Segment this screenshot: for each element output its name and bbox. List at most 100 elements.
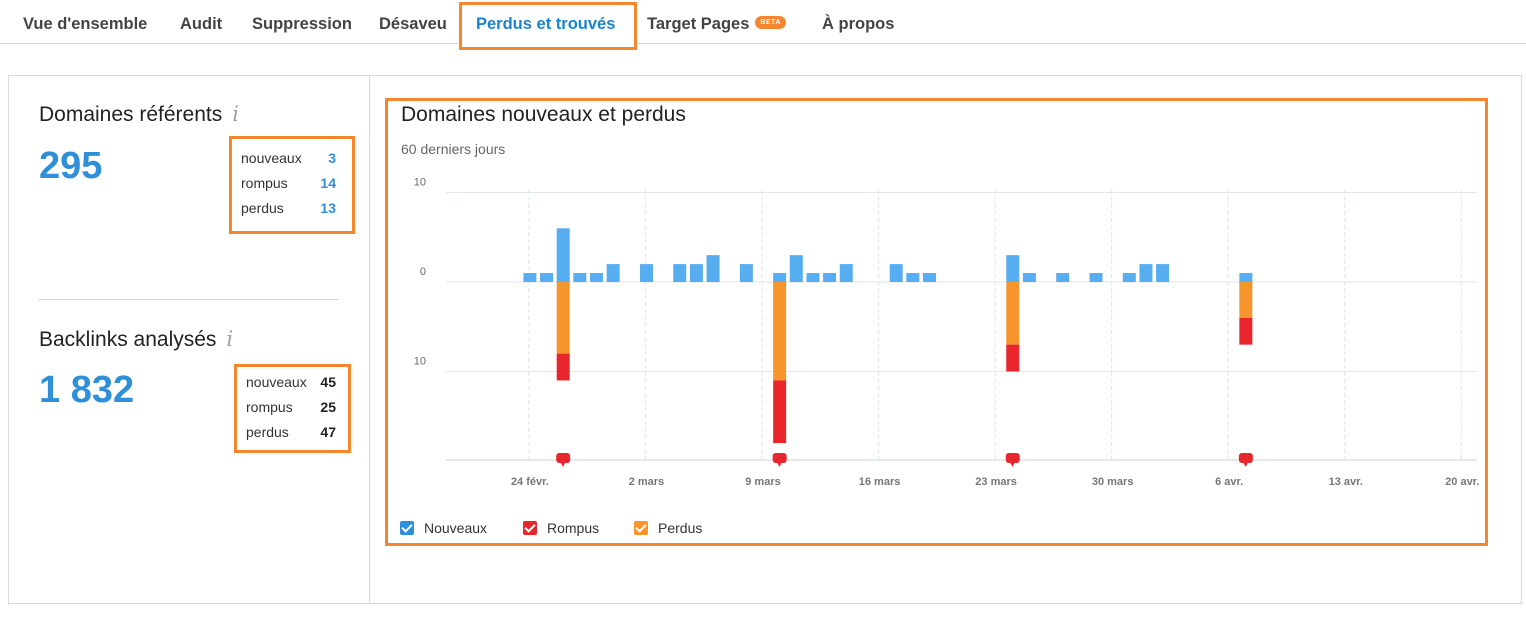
tab-target-pages-label: Target Pages (647, 15, 750, 33)
x-tick-label: 16 mars (859, 476, 901, 488)
bar-broken (773, 380, 787, 444)
bar-new (1089, 273, 1103, 282)
annotation-marker-tail (1242, 462, 1248, 467)
tab-overview[interactable]: Vue d'ensemble (23, 15, 148, 33)
checkbox-checked-icon[interactable] (523, 521, 537, 535)
backlinks-total: 1 832 (39, 369, 135, 411)
x-tick-label: 9 mars (745, 476, 780, 488)
legend-broken-label: Rompus (547, 520, 600, 536)
tab-disavow[interactable]: Désaveu (379, 15, 447, 33)
main-panel (8, 75, 1522, 604)
bar-new (906, 273, 920, 282)
stat-label-new: nouveaux (241, 150, 302, 166)
referring-domains-breakdown: nouveaux 3 rompus 14 perdus 13 (229, 136, 355, 234)
info-icon[interactable]: i (226, 327, 234, 351)
bar-new (1056, 273, 1070, 282)
legend-new[interactable]: Nouveaux (400, 520, 487, 536)
bar-broken (556, 353, 570, 381)
legend-new-label: Nouveaux (424, 520, 488, 536)
bar-new (590, 273, 603, 282)
chart-subtitle: 60 derniers jours (401, 141, 506, 157)
stat-label-broken: rompus (241, 175, 288, 191)
x-tick-label: 24 févr. (511, 476, 549, 488)
x-tick-label: 23 mars (975, 476, 1017, 488)
x-tick-label: 6 avr. (1215, 476, 1243, 488)
bar-lost (773, 282, 787, 381)
beta-badge: BETA (755, 16, 786, 30)
panel-divider (369, 76, 370, 603)
bar-new (606, 264, 620, 282)
bar-new (556, 228, 570, 282)
x-tick-label: 30 mars (1092, 476, 1134, 488)
bar-new (739, 264, 753, 282)
stat-value-new[interactable]: 3 (328, 150, 336, 166)
bar-new (689, 264, 703, 282)
bar-new (773, 273, 787, 282)
stat-value-new: 45 (320, 374, 336, 390)
chart-title: Domaines nouveaux et perdus (401, 103, 686, 126)
referring-domains-title: Domaines référents i (39, 102, 239, 127)
bar-new (639, 264, 653, 282)
stat-value-lost[interactable]: 13 (320, 200, 336, 216)
annotation-marker-icon (1238, 453, 1253, 463)
legend-broken[interactable]: Rompus (523, 520, 599, 536)
annotation-marker-icon (1005, 453, 1020, 463)
annotation-marker-tail (560, 462, 566, 467)
stat-label-lost: perdus (246, 424, 289, 440)
checkbox-checked-icon[interactable] (400, 521, 414, 535)
info-icon[interactable]: i (232, 102, 239, 126)
tab-target-pages[interactable]: Target Pages BETA (647, 0, 786, 44)
stat-label-new: nouveaux (246, 374, 307, 390)
bar-new (706, 255, 720, 282)
tab-lost-and-found[interactable]: Perdus et trouvés (476, 15, 616, 33)
x-tick-label: 13 avr. (1329, 476, 1363, 488)
bar-new (1156, 264, 1170, 282)
bar-new (1122, 273, 1136, 282)
bar-new (523, 273, 537, 282)
bar-new (540, 273, 554, 282)
x-tick-label: 2 mars (629, 476, 664, 488)
bar-lost (556, 282, 570, 354)
tab-bar: Vue d'ensemble Audit Suppression Désaveu… (0, 0, 1526, 50)
tab-removal[interactable]: Suppression (252, 15, 352, 33)
bar-new (889, 264, 903, 282)
checkbox-checked-icon[interactable] (634, 521, 648, 535)
bar-new (806, 273, 820, 282)
stat-value-broken[interactable]: 14 (320, 175, 336, 191)
bar-new (1006, 255, 1020, 282)
referring-domains-total: 295 (39, 145, 103, 187)
active-tab-highlight (459, 2, 637, 50)
bar-new (823, 273, 837, 282)
bar-broken (1006, 344, 1020, 372)
bar-new (839, 264, 853, 282)
stat-value-lost: 47 (320, 424, 336, 440)
tab-about[interactable]: À propos (822, 15, 895, 33)
referring-domains-title-text: Domaines référents (39, 103, 223, 126)
stat-value-broken: 25 (320, 399, 336, 415)
tab-audit[interactable]: Audit (180, 15, 223, 33)
section-divider (39, 299, 339, 300)
y-tick-label: 10 (414, 177, 426, 189)
y-tick-label: 0 (420, 266, 426, 278)
legend-lost[interactable]: Perdus (634, 520, 702, 536)
bar-new (1139, 264, 1153, 282)
legend-lost-label: Perdus (658, 520, 703, 536)
stat-label-lost: perdus (241, 200, 284, 216)
bar-new (923, 273, 936, 282)
annotation-marker-icon (772, 453, 787, 463)
x-tick-label: 20 avr. (1445, 476, 1479, 488)
bar-new (1239, 273, 1253, 282)
stat-label-broken: rompus (246, 399, 293, 415)
bar-new (1022, 273, 1036, 282)
bar-lost (1006, 282, 1020, 345)
bar-lost (1239, 282, 1253, 318)
backlinks-title: Backlinks analysés i (39, 327, 233, 352)
y-tick-label: 10 (414, 356, 426, 368)
bar-new (573, 273, 587, 282)
annotation-marker-tail (1009, 462, 1015, 467)
bar-new (789, 255, 803, 282)
annotation-marker-icon (556, 453, 571, 463)
backlinks-title-text: Backlinks analysés (39, 328, 217, 351)
annotation-marker-tail (776, 462, 782, 467)
